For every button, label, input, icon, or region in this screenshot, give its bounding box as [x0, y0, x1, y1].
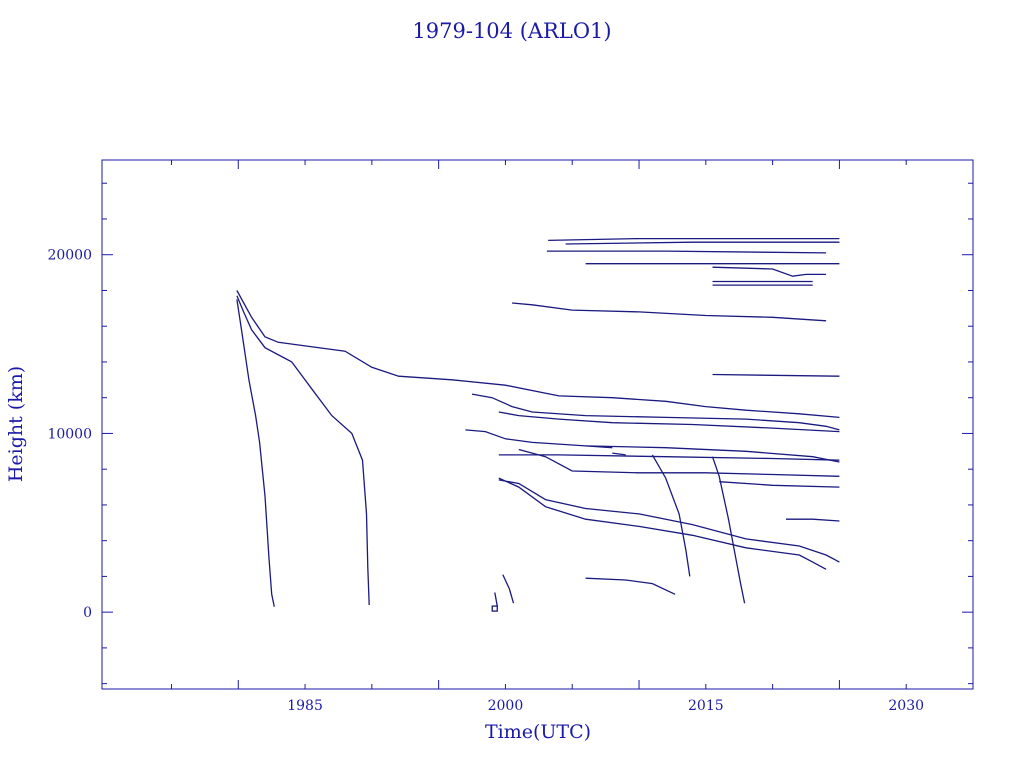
chart-title: 1979-104 (ARLO1) — [412, 19, 611, 43]
series-line — [498, 477, 827, 570]
series-line — [236, 295, 370, 606]
series-line — [465, 429, 840, 463]
series-line — [498, 479, 840, 563]
x-tick-labels: 1985 2000 2015 2030 — [287, 698, 924, 714]
series-group — [236, 237, 840, 612]
series-line — [512, 302, 827, 322]
series-line — [786, 518, 840, 522]
series-line — [651, 454, 691, 577]
series-line — [546, 250, 827, 254]
series-line — [236, 290, 840, 419]
series-line — [502, 574, 515, 604]
series-line — [565, 241, 840, 245]
y-axis-label: Height (km) — [5, 366, 27, 482]
series-line — [494, 592, 499, 607]
series-line — [548, 237, 840, 242]
plot-frame — [101, 159, 974, 690]
y-tick-label: 10000 — [47, 426, 92, 442]
series-line — [585, 577, 676, 595]
y-tick-label: 20000 — [47, 248, 92, 264]
series-line — [719, 481, 840, 488]
series-line — [498, 411, 840, 433]
x-tick-label: 2015 — [688, 698, 724, 714]
y-tick-labels: 0 10000 20000 — [47, 248, 92, 621]
data-point-marker — [491, 605, 498, 612]
series-line — [585, 445, 613, 449]
series-line — [612, 452, 626, 456]
series-line — [711, 456, 746, 604]
y-tick-label: 0 — [83, 605, 92, 621]
series-line — [236, 299, 275, 607]
x-axis-label: Time(UTC) — [485, 721, 591, 743]
x-tick-label: 2030 — [888, 698, 924, 714]
minor-ticks — [102, 160, 974, 689]
x-tick-label: 2000 — [488, 698, 524, 714]
series-line — [518, 448, 840, 477]
series-line — [471, 393, 840, 431]
series-line — [712, 266, 827, 277]
x-tick-label: 1985 — [287, 698, 323, 714]
series-line — [712, 373, 840, 377]
